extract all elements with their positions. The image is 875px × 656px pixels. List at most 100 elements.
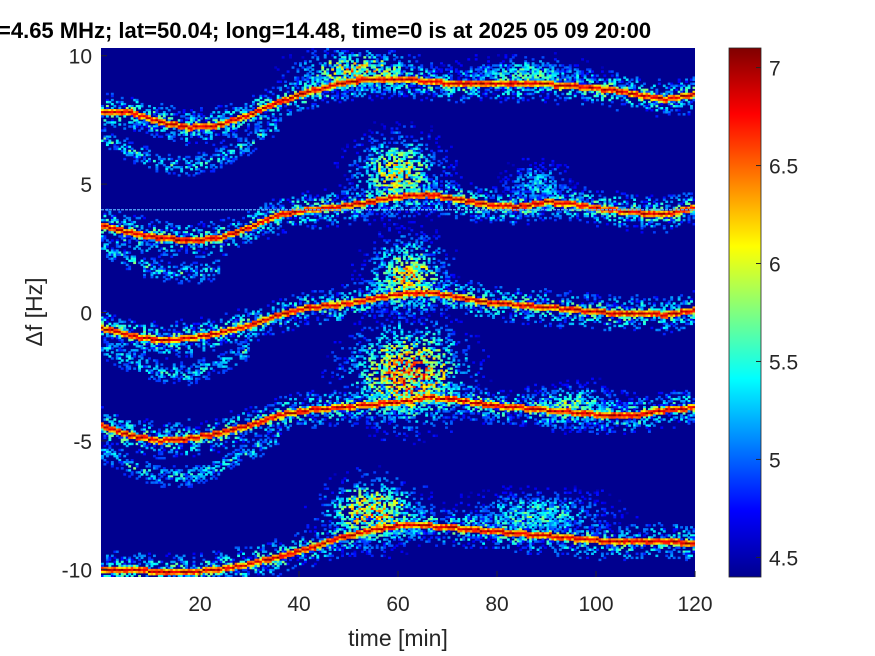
heatmap-cell: [136, 443, 139, 445]
heatmap-cell: [190, 441, 193, 443]
heatmap-cell: [242, 315, 245, 317]
heatmap-cell: [220, 227, 223, 229]
heatmap-cell: [237, 331, 240, 333]
heatmap-cell: [319, 70, 322, 72]
heatmap-cell: [151, 325, 154, 327]
heatmap-cell: [148, 270, 151, 272]
heatmap-cell: [116, 337, 119, 339]
heatmap-cell: [155, 276, 158, 278]
heatmap-cell: [292, 223, 295, 225]
heatmap-cell: [311, 551, 314, 553]
heatmap-cell: [217, 133, 220, 135]
heatmap-cell: [193, 553, 196, 555]
heatmap-cell: [269, 542, 272, 544]
heatmap-cell: [217, 355, 220, 357]
heatmap-cell: [262, 115, 265, 117]
heatmap-cell: [190, 382, 193, 384]
heatmap-cell: [103, 445, 106, 447]
heatmap-cell: [257, 546, 260, 548]
heatmap-cell: [146, 575, 149, 577]
heatmap-cell: [316, 105, 319, 107]
heatmap-cell: [257, 565, 260, 567]
heatmap-cell: [289, 319, 292, 321]
heatmap-cell: [153, 467, 156, 469]
heatmap-cell: [126, 138, 129, 140]
heatmap-cell: [121, 221, 124, 223]
heatmap-cell: [185, 428, 188, 430]
heatmap-cell: [153, 445, 156, 447]
heatmap-cell: [163, 280, 166, 282]
heatmap-cell: [334, 199, 337, 201]
heatmap-cell: [331, 315, 334, 317]
heatmap-cell: [331, 91, 334, 93]
heatmap-cell: [215, 227, 218, 229]
heatmap-cell: [336, 357, 339, 359]
heatmap-cell: [198, 445, 201, 447]
heatmap-cell: [331, 394, 334, 396]
heatmap-cell: [272, 561, 275, 563]
heatmap-cell: [242, 237, 245, 239]
heatmap-cell: [165, 367, 168, 369]
heatmap-cell: [128, 437, 131, 439]
heatmap-cell: [138, 156, 141, 158]
heatmap-cell: [242, 445, 245, 447]
heatmap-cell: [116, 551, 119, 553]
heatmap-cell: [158, 457, 161, 459]
heatmap-cell: [121, 359, 124, 361]
heatmap-cell: [101, 231, 104, 233]
heatmap-cell: [200, 164, 203, 166]
heatmap-cell: [133, 119, 136, 121]
heatmap-cell: [217, 451, 220, 453]
heatmap-cell: [319, 199, 322, 201]
heatmap-cell: [309, 551, 312, 553]
heatmap-cell: [289, 420, 292, 422]
heatmap-cell: [245, 345, 248, 347]
heatmap-cell: [217, 335, 220, 337]
heatmap-cell: [116, 231, 119, 233]
heatmap-cell: [326, 487, 329, 489]
heatmap-cell: [173, 378, 176, 380]
heatmap-cell: [212, 262, 215, 264]
heatmap-cell: [153, 481, 156, 483]
heatmap-cell: [252, 119, 255, 121]
heatmap-cell: [200, 117, 203, 119]
heatmap-cell: [267, 422, 270, 424]
heatmap-cell: [222, 125, 225, 127]
heatmap-cell: [269, 571, 272, 573]
heatmap-cell: [108, 241, 111, 243]
heatmap-cell: [306, 199, 309, 201]
heatmap-cell: [160, 107, 163, 109]
heatmap-cell: [230, 162, 233, 164]
heatmap-cell: [215, 241, 218, 243]
heatmap-cell: [175, 274, 178, 276]
heatmap-cell: [165, 441, 168, 443]
heatmap-cell: [118, 349, 121, 351]
heatmap-cell: [331, 97, 334, 99]
heatmap-cell: [155, 272, 158, 274]
heatmap-cell: [257, 435, 260, 437]
heatmap-cell: [205, 264, 208, 266]
heatmap-cell: [220, 357, 223, 359]
heatmap-cell: [190, 372, 193, 374]
heatmap-cell: [138, 471, 141, 473]
heatmap-cell: [146, 266, 149, 268]
heatmap-cell: [133, 237, 136, 239]
heatmap-cell: [173, 140, 176, 142]
heatmap-cell: [257, 113, 260, 115]
heatmap-cell: [324, 64, 327, 66]
heatmap-cell: [272, 573, 275, 575]
heatmap-cell: [210, 467, 213, 469]
heatmap-cell: [299, 302, 302, 304]
heatmap-cell: [272, 211, 275, 213]
heatmap-cell: [141, 451, 144, 453]
heatmap-cell: [267, 123, 270, 125]
heatmap-cell: [170, 138, 173, 140]
heatmap-cell: [240, 573, 243, 575]
heatmap-cell: [141, 469, 144, 471]
heatmap-cell: [282, 404, 285, 406]
heatmap-cell: [158, 123, 161, 125]
heatmap-cell: [334, 64, 337, 66]
heatmap-cell: [254, 426, 257, 428]
heatmap-cell: [319, 551, 322, 553]
heatmap-cell: [264, 95, 267, 97]
